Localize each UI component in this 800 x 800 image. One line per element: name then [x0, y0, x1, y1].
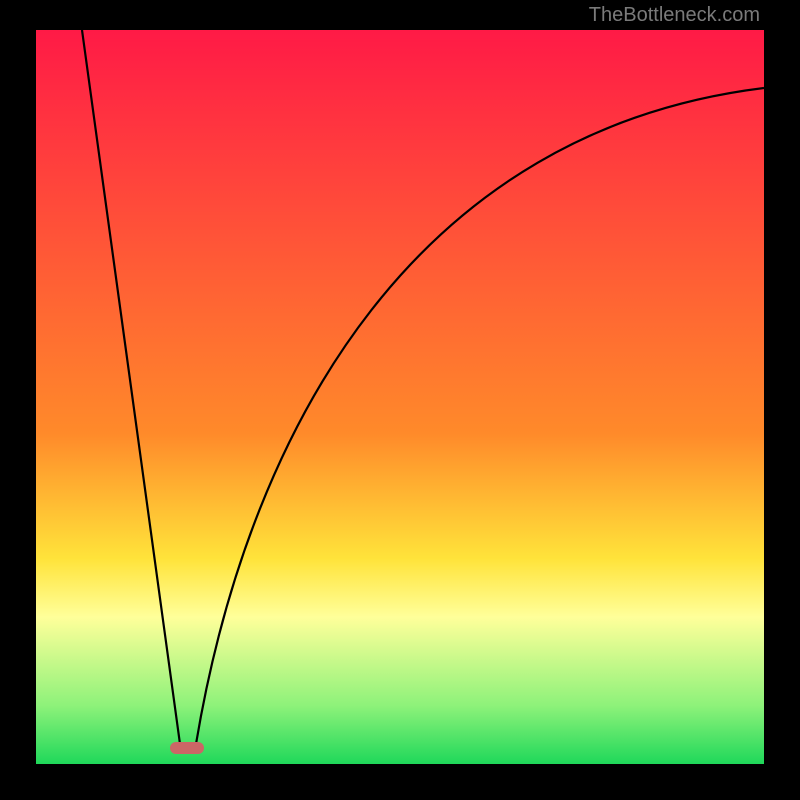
curve-path: [82, 30, 764, 744]
optimal-marker: [170, 742, 204, 754]
chart-root: TheBottleneck.com: [0, 0, 800, 800]
watermark-text: TheBottleneck.com: [589, 4, 760, 27]
bottleneck-curve: [0, 0, 800, 800]
